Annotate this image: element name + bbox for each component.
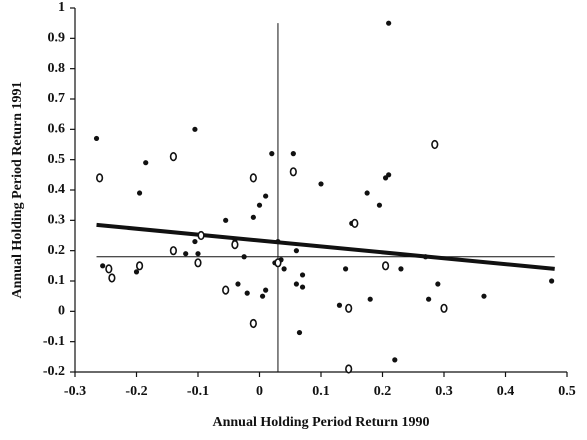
point [100,263,106,269]
point [195,251,201,257]
point [235,281,241,287]
point [296,329,303,336]
open-point [169,246,177,256]
point [398,266,404,272]
open-point [351,218,359,228]
open-point [431,139,439,150]
x-tick-label: 0 [256,384,263,399]
point [299,284,306,290]
point [549,278,555,284]
open-point [345,303,353,313]
point [293,248,299,254]
point [93,135,100,142]
point [263,193,269,199]
point [192,238,198,245]
point [136,190,143,196]
y-tick-label: 0.3 [48,213,66,228]
point [422,254,429,260]
point [299,272,306,278]
open-point [105,264,113,274]
x-axis-title: Annual Holding Period Return 1990 [212,415,429,430]
point [386,20,392,26]
point [481,293,487,299]
x-tick-label: 0.4 [497,384,515,399]
open-point [289,167,297,177]
point [143,160,149,166]
point [259,293,266,299]
y-tick-label: 0.6 [48,122,66,137]
point [426,296,432,302]
x-tick-label: -0.2 [125,384,147,399]
x-tick-label: 0.1 [312,384,330,399]
point [364,190,370,196]
point [133,269,140,275]
open-point [95,173,104,183]
point [256,202,263,208]
point [192,126,198,132]
fit-line [96,222,555,271]
point [263,287,269,293]
y-tick-label: 0.2 [48,243,66,258]
open-point [222,285,230,295]
point [183,251,189,257]
point [376,202,383,208]
point [290,151,296,157]
point [318,181,324,187]
y-tick-label: -0.1 [43,334,65,349]
point [244,290,250,296]
point [392,357,398,363]
y-tick-label: 0.1 [48,273,66,288]
y-tick-label: 1 [58,0,65,15]
open-point [274,258,282,268]
y-axis-title: Annual Holding Period Return 1991 [10,81,25,298]
point [367,296,373,302]
y-tick-label: 0.5 [48,152,66,167]
point [435,281,441,287]
point [336,302,343,308]
y-tick-label: 0.4 [48,182,66,197]
point [223,217,229,223]
open-point [440,303,448,313]
x-tick-label: 0.3 [435,384,453,399]
open-point [197,230,205,241]
open-point [169,152,177,162]
point [293,281,299,287]
open-point [381,261,390,271]
y-tick-label: 0 [58,304,65,319]
point [250,214,256,220]
x-tick-label: -0.3 [64,384,86,399]
open-point [231,240,239,250]
y-tick-label: 0.8 [48,61,66,76]
open-point [249,318,257,329]
point [275,238,281,245]
open-point [249,173,257,183]
point [386,172,392,178]
open-point [345,364,353,374]
x-tick-label: 0.2 [374,384,392,399]
open-point [194,258,202,268]
point [281,266,287,272]
y-tick-label: 0.7 [48,91,66,106]
point [269,151,275,157]
y-tick-label: -0.2 [43,364,65,379]
y-tick-label: 0.9 [48,31,66,46]
x-tick-label: 0.5 [558,384,576,399]
open-point [108,273,116,283]
point [241,254,247,260]
point [343,266,349,272]
x-tick-label: -0.1 [187,384,209,399]
open-point [135,261,144,271]
